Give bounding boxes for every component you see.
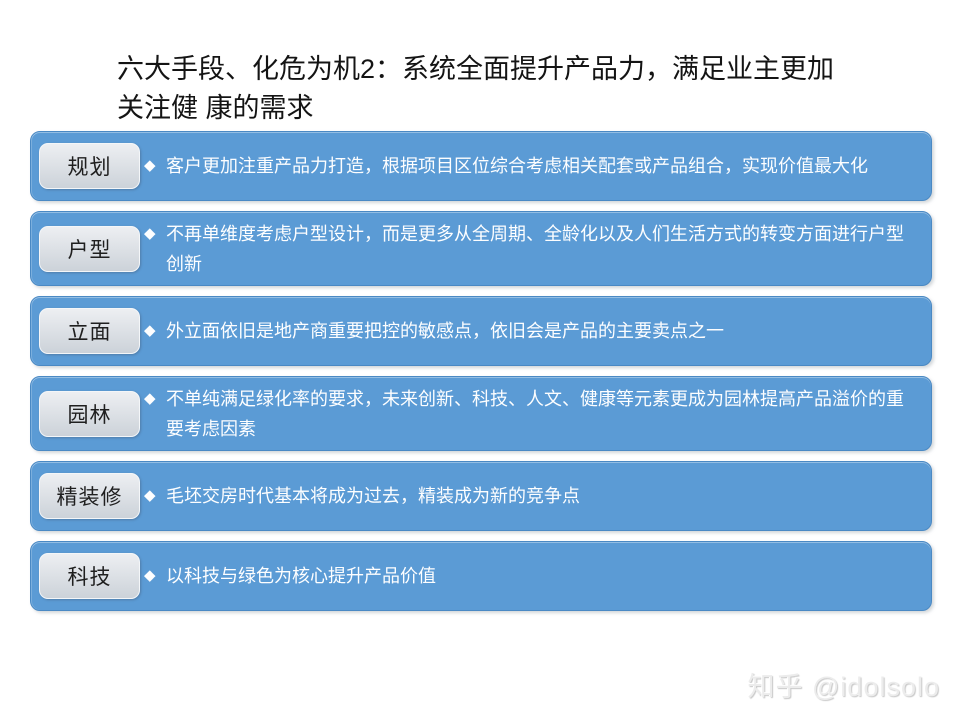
section-label-box-landscape: 园林	[39, 390, 140, 437]
section-label-box-planning: 规划	[39, 143, 140, 189]
section-bar-technology: 科技 ◆ 以科技与绿色为核心提升产品价值	[30, 541, 932, 611]
slide-title-line1: 六大手段、化危为机2：系统全面提升产品力，满足业主更加	[117, 54, 835, 84]
section-label-facade: 立面	[67, 321, 112, 344]
diamond-bullet-icon: ◆	[144, 157, 156, 174]
section-description-text: 毛坯交房时代基本将成为过去，精装成为新的竞争点	[166, 486, 580, 506]
section-bar-unit-layout: 户型 ◆ 不再单维度考虑户型设计，而是更多从全周期、全龄化以及人们生活方式的转变…	[30, 211, 932, 286]
diamond-bullet-icon: ◆	[144, 389, 156, 407]
section-bar-planning: 规划 ◆ 客户更加注重产品力打造，根据项目区位综合考虑相关配套或产品组合，实现价…	[30, 131, 932, 201]
zhihu-watermark: 知乎 @idolsolo	[747, 672, 940, 702]
section-bar-landscape: 园林 ◆ 不单纯满足绿化率的要求，未来创新、科技、人文、健康等元素更成为园林提高…	[30, 376, 932, 451]
section-description-unit-layout: ◆ 不再单维度考虑户型设计，而是更多从全周期、全龄化以及人们生活方式的转变方面进…	[31, 219, 931, 279]
section-description-text: 客户更加注重产品力打造，根据项目区位综合考虑相关配套或产品组合，实现价值最大化	[166, 156, 868, 176]
section-description-technology: ◆ 以科技与绿色为核心提升产品价值	[31, 561, 931, 591]
section-label-box-technology: 科技	[39, 553, 140, 599]
section-label-box-fine-decoration: 精装修	[39, 473, 140, 519]
section-description-fine-decoration: ◆ 毛坯交房时代基本将成为过去，精装成为新的竞争点	[31, 481, 931, 511]
section-label-unit-layout: 户型	[67, 238, 112, 262]
section-description-landscape: ◆ 不单纯满足绿化率的要求，未来创新、科技、人文、健康等元素更成为园林提高产品溢…	[31, 384, 931, 444]
section-description-facade: ◆ 外立面依旧是地产商重要把控的敏感点，依旧会是产品的主要卖点之一	[31, 316, 931, 346]
section-label-planning: 规划	[67, 156, 112, 179]
diamond-bullet-icon: ◆	[144, 224, 156, 242]
section-description-text: 以科技与绿色为核心提升产品价值	[166, 566, 436, 586]
section-description-text: 不再单维度考虑户型设计，而是更多从全周期、全龄化以及人们生活方式的转变方面进行户…	[166, 223, 904, 274]
diamond-bullet-icon: ◆	[144, 487, 156, 504]
section-label-technology: 科技	[67, 566, 112, 589]
section-label-fine-decoration: 精装修	[56, 486, 123, 509]
diamond-bullet-icon: ◆	[144, 322, 156, 339]
section-label-box-unit-layout: 户型	[39, 225, 140, 272]
diamond-bullet-icon: ◆	[144, 567, 156, 584]
slide-title: 六大手段、化危为机2：系统全面提升产品力，满足业主更加 关注健 康的需求	[117, 50, 907, 128]
section-description-text: 外立面依旧是地产商重要把控的敏感点，依旧会是产品的主要卖点之一	[166, 321, 724, 341]
section-bar-fine-decoration: 精装修 ◆ 毛坯交房时代基本将成为过去，精装成为新的竞争点	[30, 461, 932, 531]
section-description-text: 不单纯满足绿化率的要求，未来创新、科技、人文、健康等元素更成为园林提高产品溢价的…	[166, 388, 904, 439]
slide-title-line2: 关注健 康的需求	[117, 93, 314, 123]
section-description-planning: ◆ 客户更加注重产品力打造，根据项目区位综合考虑相关配套或产品组合，实现价值最大…	[31, 151, 931, 181]
section-label-box-facade: 立面	[39, 308, 140, 354]
section-bar-list: 规划 ◆ 客户更加注重产品力打造，根据项目区位综合考虑相关配套或产品组合，实现价…	[30, 131, 932, 621]
section-bar-facade: 立面 ◆ 外立面依旧是地产商重要把控的敏感点，依旧会是产品的主要卖点之一	[30, 296, 932, 366]
section-label-landscape: 园林	[67, 403, 112, 427]
